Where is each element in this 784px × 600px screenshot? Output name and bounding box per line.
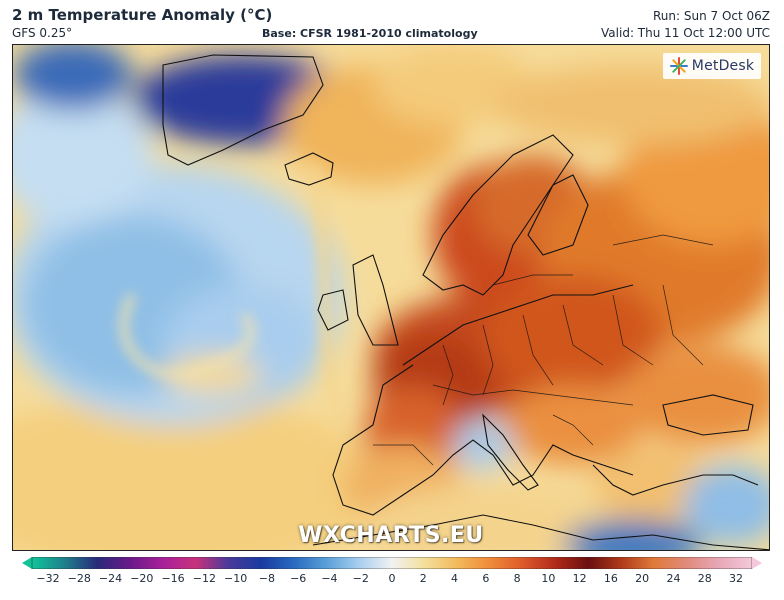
- run-time-label: Run: Sun 7 Oct 06Z: [652, 9, 770, 23]
- chart-title: 2 m Temperature Anomaly (°C): [12, 6, 273, 24]
- colorbar-ramp: [31, 557, 753, 569]
- metdesk-logo: MetDesk: [663, 53, 761, 79]
- wxcharts-watermark: WXCHARTS.EU: [298, 523, 484, 548]
- coastlines: [162, 54, 769, 550]
- metdesk-star-icon: [669, 57, 688, 75]
- colorbar-tick-label: −12: [192, 572, 216, 585]
- colorbar-tick-label: 24: [666, 572, 681, 585]
- colorbar-tick-label: −20: [130, 572, 154, 585]
- colorbar-tick-label: −4: [321, 572, 338, 585]
- colorbar: [22, 557, 762, 569]
- colorbar-right-extension: [752, 557, 762, 569]
- anomaly-map[interactable]: MetDesk WXCHARTS.EU: [12, 44, 770, 551]
- colorbar-tick-label: 0: [388, 572, 396, 585]
- colorbar-tick-labels: −32 −28 −24 −20 −16 −12 −10 −8 −6 −4 −2 0 2 4 6 8 10 12 16…: [0, 572, 784, 590]
- model-label: GFS 0.25°: [12, 26, 73, 40]
- climatology-base-label: Base: CFSR 1981-2010 climatology: [262, 27, 478, 40]
- colorbar-tick-label: 4: [451, 572, 459, 585]
- metdesk-logo-text: MetDesk: [691, 58, 755, 74]
- colorbar-tick-label: −28: [67, 572, 91, 585]
- colorbar-tick-label: −6: [290, 572, 307, 585]
- colorbar-tick-label: 16: [603, 572, 618, 585]
- valid-time-label: Valid: Thu 11 Oct 12:00 UTC: [601, 26, 770, 40]
- colorbar-tick-label: 8: [513, 572, 521, 585]
- colorbar-tick-label: 6: [482, 572, 490, 585]
- colorbar-tick-label: 12: [572, 572, 587, 585]
- colorbar-tick-label: 10: [541, 572, 556, 585]
- colorbar-tick-label: −16: [161, 572, 185, 585]
- colorbar-tick-label: 2: [419, 572, 427, 585]
- anomaly-field: [13, 45, 769, 550]
- colorbar-tick-label: −10: [224, 572, 248, 585]
- colorbar-tick-label: −24: [98, 572, 123, 585]
- colorbar-tick-label: 20: [635, 572, 650, 585]
- colorbar-tick-label: 32: [729, 572, 743, 585]
- colorbar-tick-label: −8: [258, 572, 276, 585]
- colorbar-left-extension: [22, 557, 32, 569]
- country-borders: [373, 234, 714, 466]
- colorbar-tick-label: 28: [697, 572, 712, 585]
- colorbar-tick-label: −32: [36, 572, 60, 585]
- colorbar-tick-label: −2: [352, 572, 369, 585]
- anomaly-map-svg: [13, 45, 769, 550]
